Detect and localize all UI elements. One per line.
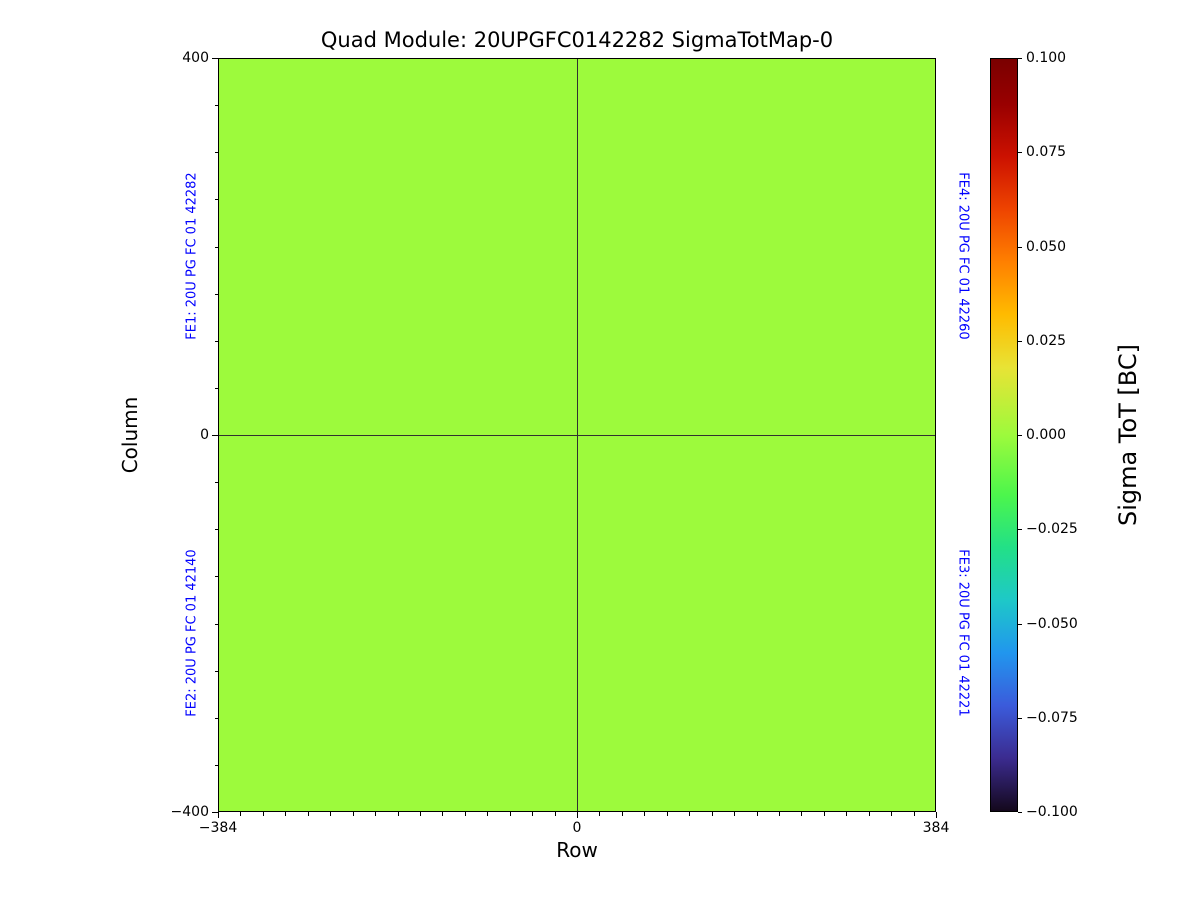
y-tick-minor: [214, 623, 218, 625]
x-tick-minor: [487, 812, 489, 816]
y-tick-minor: [214, 105, 218, 107]
x-tick-label: 0: [572, 820, 582, 836]
colorbar-tick: [1018, 623, 1022, 625]
colorbar-tick: [1018, 812, 1022, 813]
x-tick-minor: [330, 812, 332, 816]
x-tick-minor: [599, 812, 601, 816]
colorbar-tick-label: −0.050: [1026, 615, 1078, 632]
y-tick-minor: [214, 387, 218, 389]
y-tick-minor: [214, 576, 218, 578]
x-tick-major: [936, 812, 937, 818]
page-title: Quad Module: 20UPGFC0142282 SigmaTotMap-…: [320, 28, 834, 52]
fe4-label: FE4: 20U PG FC 01 42260: [955, 172, 971, 340]
colorbar-tick: [1018, 435, 1022, 436]
x-tick-minor: [419, 812, 421, 816]
x-tick-minor: [442, 812, 444, 816]
x-tick-label: −384: [198, 820, 238, 836]
x-tick-minor: [644, 812, 646, 816]
x-tick-minor: [801, 812, 803, 816]
x-axis-label: Row: [556, 838, 598, 862]
x-tick-minor: [778, 812, 780, 816]
y-tick-minor: [214, 246, 218, 248]
y-tick-minor: [214, 529, 218, 531]
colorbar-tick: [1018, 246, 1022, 248]
y-tick-label: 400: [182, 50, 209, 66]
colorbar-tick-label: −0.075: [1026, 709, 1078, 726]
x-tick-label: 384: [922, 820, 950, 836]
y-tick-major: [212, 435, 218, 436]
heatmap-axes[interactable]: [218, 58, 936, 812]
y-tick-label: −400: [170, 804, 209, 820]
y-tick-minor: [214, 717, 218, 719]
y-tick-minor: [214, 293, 218, 295]
x-tick-minor: [868, 812, 870, 816]
x-tick-minor: [711, 812, 713, 816]
y-tick-major: [212, 812, 218, 813]
x-tick-minor: [375, 812, 377, 816]
x-tick-minor: [846, 812, 848, 816]
x-tick-minor: [756, 812, 758, 816]
x-tick-minor: [689, 812, 691, 816]
colorbar-tick-label: −0.100: [1026, 804, 1078, 820]
x-tick-minor: [352, 812, 354, 816]
quadrant-divider-horizontal: [219, 435, 935, 436]
colorbar-tick: [1018, 340, 1022, 342]
x-tick-minor: [621, 812, 623, 816]
fe3-label: FE3: 20U PG FC 01 42221: [955, 549, 971, 717]
fe2-label: FE2: 20U PG FC 01 42140: [184, 549, 200, 717]
fe1-label: FE1: 20U PG FC 01 42282: [184, 172, 200, 340]
y-axis-label: Column: [118, 396, 142, 474]
colorbar-tick-label: −0.025: [1026, 521, 1078, 538]
y-tick-minor: [214, 482, 218, 484]
colorbar-tick-label: 0.050: [1026, 238, 1067, 255]
colorbar-tick: [1018, 58, 1022, 59]
x-tick-minor: [666, 812, 668, 816]
y-tick-minor: [214, 670, 218, 672]
y-tick-minor: [214, 764, 218, 766]
x-tick-minor: [464, 812, 466, 816]
y-tick-minor: [214, 340, 218, 342]
colorbar-gradient: [991, 59, 1017, 811]
y-tick-label: 0: [200, 427, 209, 443]
colorbar-tick-label: 0.100: [1026, 50, 1067, 66]
x-tick-minor: [240, 812, 242, 816]
x-tick-minor: [509, 812, 511, 816]
x-tick-major: [577, 812, 578, 818]
x-tick-minor: [285, 812, 287, 816]
colorbar-tick: [1018, 529, 1022, 531]
colorbar-tick-layer: 0.100 0.075 0.050 0.025 0.000 −0.025 −0.050 −0.…: [990, 50, 1078, 820]
axes-tick-layer: 400 0 −400 −384 0 384: [171, 50, 950, 836]
x-tick-minor: [734, 812, 736, 816]
colorbar-tick-label: 0.000: [1026, 427, 1067, 443]
x-tick-major: [218, 812, 219, 818]
colorbar-tick: [1018, 152, 1022, 154]
colorbar-label: Sigma ToT [BC]: [1114, 344, 1142, 526]
colorbar[interactable]: [990, 58, 1018, 812]
colorbar-tick: [1018, 717, 1022, 719]
x-tick-minor: [823, 812, 825, 816]
colorbar-tick-label: 0.025: [1026, 332, 1067, 349]
x-tick-minor: [913, 812, 915, 816]
x-tick-minor: [554, 812, 556, 816]
x-tick-minor: [262, 812, 264, 816]
colorbar-tick-label: 0.075: [1026, 144, 1067, 161]
x-tick-minor: [891, 812, 893, 816]
x-tick-minor: [307, 812, 309, 816]
x-tick-minor: [532, 812, 534, 816]
y-tick-major: [212, 58, 218, 59]
x-tick-minor: [397, 812, 399, 816]
y-tick-minor: [214, 152, 218, 154]
y-tick-minor: [214, 199, 218, 201]
